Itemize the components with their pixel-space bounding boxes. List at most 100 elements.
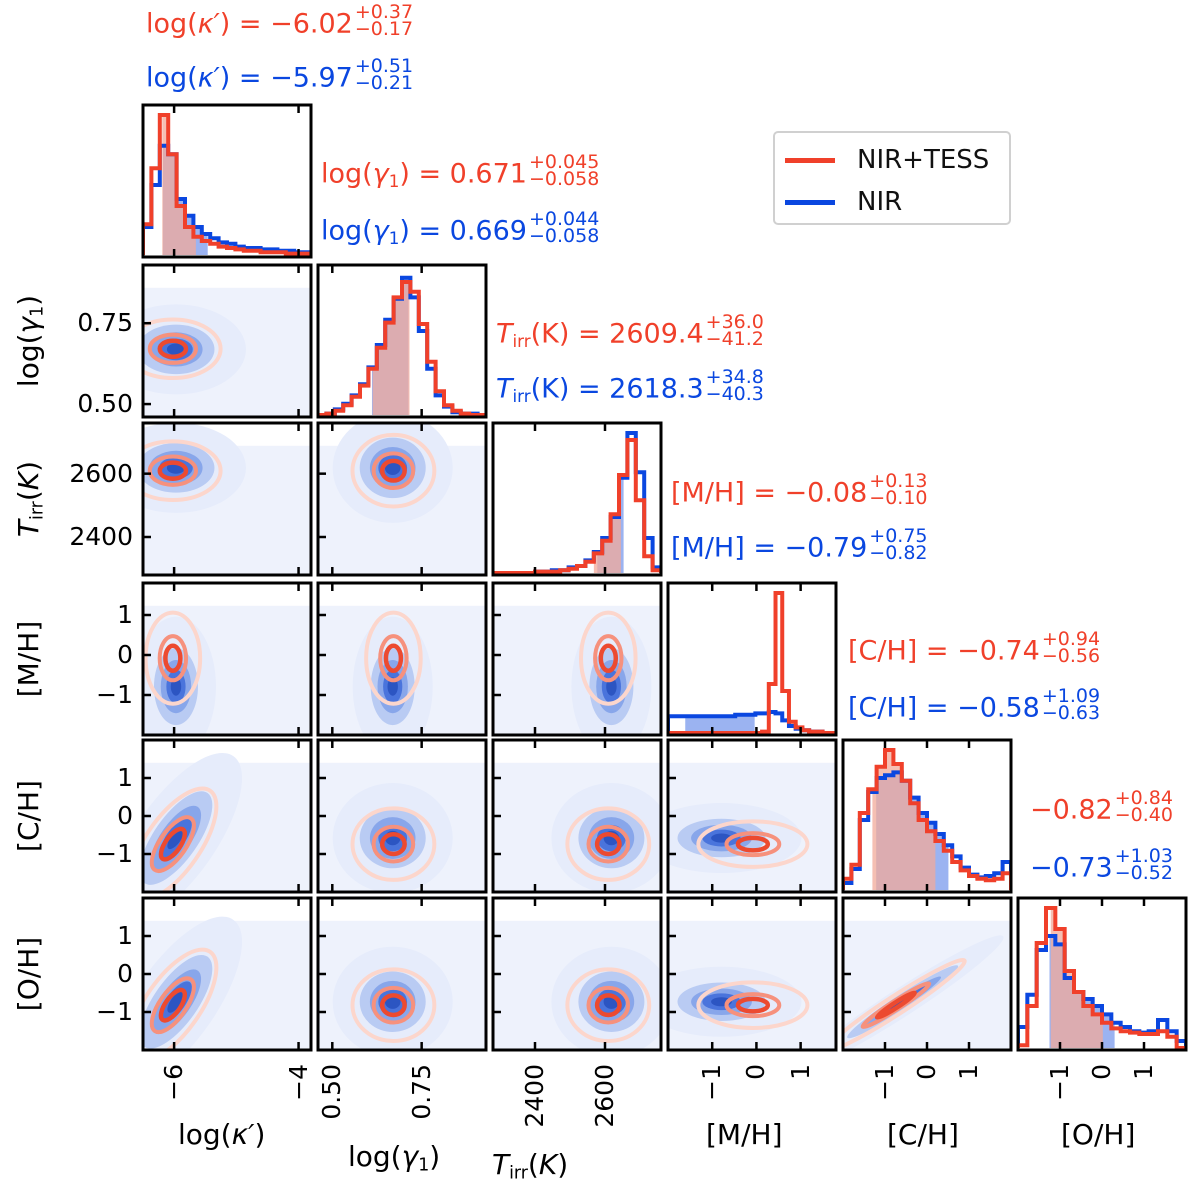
x-tick-label: −6 [159,1064,189,1101]
density-contour-nir-tess [565,806,652,882]
density-contour-nir-tess [158,826,188,862]
legend-label: NIR+TESS [857,145,990,175]
panel-frame [141,581,313,737]
stat-logk-nir: log(κ′) = −5.97 +0.51 −0.21 [146,55,414,95]
y-tick-label: −1 [96,997,133,1026]
y-tick-label: −1 [96,839,133,868]
y-tick-label: 0 [117,959,133,988]
x-tick-label: 1 [785,1064,815,1080]
panel-2d-tirr-vs-ch [493,762,661,892]
density-contour-nir-tess [579,610,638,706]
histogram-nir-tess [318,280,486,417]
panel-frame [316,263,488,419]
density-contour-nir-tess [371,985,416,1025]
density-contour-nir-tess [735,996,771,1014]
density-contour-nir [167,826,185,850]
panel-2d-logg-vs-mh [318,605,486,735]
panel-2d-mh-vs-ch [668,762,836,892]
x-axis-label-tirr: Tirr(K) [492,1148,569,1184]
stat-ch-nir-tess: [C/H] = −0.74 +0.94 −0.56 [848,628,1101,668]
density-contour-nir-tess [586,985,631,1025]
stat-logg-nir: log(γ1) = 0.669 +0.044 −0.058 [321,208,600,248]
legend: NIR+TESS NIR [773,131,1011,225]
y-tick-label: 0 [117,801,133,830]
histogram-tirr [493,431,661,575]
panel-2d-logg-vs-tirr [318,423,486,575]
density-contour-nir-tess [371,451,416,491]
credible-region-nir-tess [1050,908,1103,1048]
histogram-mh [668,591,836,735]
x-tick-label: 1 [1129,1064,1158,1080]
density-contour-nir-tess [149,815,196,874]
histogram-nir-tess [493,438,661,575]
y-tick-label: 0.50 [77,389,133,419]
panel-2d-logg-vs-oh [318,920,486,1050]
density-contour-nir-tess [157,460,189,481]
panel-2d-logk-vs-tirr [143,423,311,575]
panel-frame [141,103,313,259]
x-tick-label: −4 [283,1064,313,1101]
x-tick-label: 0.75 [406,1064,436,1120]
density-contour-nir-tess [383,643,404,673]
density-contour-nir [167,990,185,1013]
legend-label: NIR [857,187,903,217]
density-contour-nir-tess [696,819,810,869]
y-tick-label: −1 [96,680,133,709]
x-tick-label: 0 [741,1064,771,1080]
panel-2d-logk-vs-oh [143,916,311,1050]
density-contour-nir-tess [149,976,196,1035]
x-tick-label: 2400 [520,1064,549,1128]
panel-2d-logk-vs-logg [143,287,311,417]
panel-2d-tirr-vs-mh [493,605,661,735]
panel-frame [491,581,663,737]
density-contour-nir-tess [147,454,198,487]
x-axis-label-mh: [M/H] [706,1118,783,1151]
density-contour-nir-tess [724,831,782,858]
stat-oh-nir-tess: −0.82 +0.84 −0.40 [1030,787,1173,827]
x-tick-label: 2600 [590,1064,619,1128]
y-tick-label: 1 [117,921,133,950]
density-contour-nir-tess [594,993,622,1018]
panel-2d-mh-vs-oh [668,920,836,1050]
panel-2d-logk-vs-mh [143,605,311,735]
panel-frame [316,581,488,737]
legend-entry-nir: NIR [785,187,902,217]
x-axis-label-logk: log(κ′) [178,1118,266,1151]
density-contour-nir-tess [157,338,189,360]
density-contour-nir-tess [350,806,437,882]
density-contour-nir-tess [696,980,810,1030]
density-contour-nir-tess [378,634,409,683]
density-contour-nir-tess [143,786,219,892]
histogram-oh [1018,906,1186,1050]
stat-logk-nir-tess: log(κ′) = −6.02 +0.37 −0.17 [146,1,414,41]
panel-2d-logg-vs-ch [318,762,486,892]
credible-region-nir-tess [668,593,836,733]
legend-entry-nir-tess: NIR+TESS [785,145,989,175]
credible-region-nir-tess [162,115,196,255]
histogram-nir-tess [143,113,311,256]
y-tick-label: 0.75 [77,308,133,338]
panel-2d-tirr-vs-oh [493,920,661,1050]
density-contour-nir-tess [157,634,189,683]
x-axis-label-oh: [O/H] [1061,1118,1136,1151]
histogram-nir [1018,934,1186,1048]
y-tick-label: 2600 [69,458,133,488]
density-contour-nir-tess [874,990,918,1020]
panel-2d-ch-vs-oh [843,920,1011,1050]
density-contour-nir-tess [843,957,967,1050]
panel-frame [666,581,838,737]
x-axis-label-ch: [C/H] [887,1118,959,1151]
density-contour-nir-tess [364,610,423,706]
density-contour-nir-tess [379,832,407,857]
density-contour-nir-tess [379,993,407,1018]
density-contour-nir-tess [371,824,416,864]
density-contour-nir-tess [598,643,619,673]
histogram-logg [318,275,486,417]
histogram-nir-tess [843,748,1011,890]
y-tick-label: 1 [117,600,133,629]
density-contour-nir-tess [158,987,188,1023]
stat-mh-nir-tess: [M/H] = −0.08 +0.13 −0.10 [671,470,928,510]
density-contour-nir-tess [379,458,407,483]
density-contour-nir-tess [593,634,624,683]
density-contour-nir-tess [586,824,631,864]
